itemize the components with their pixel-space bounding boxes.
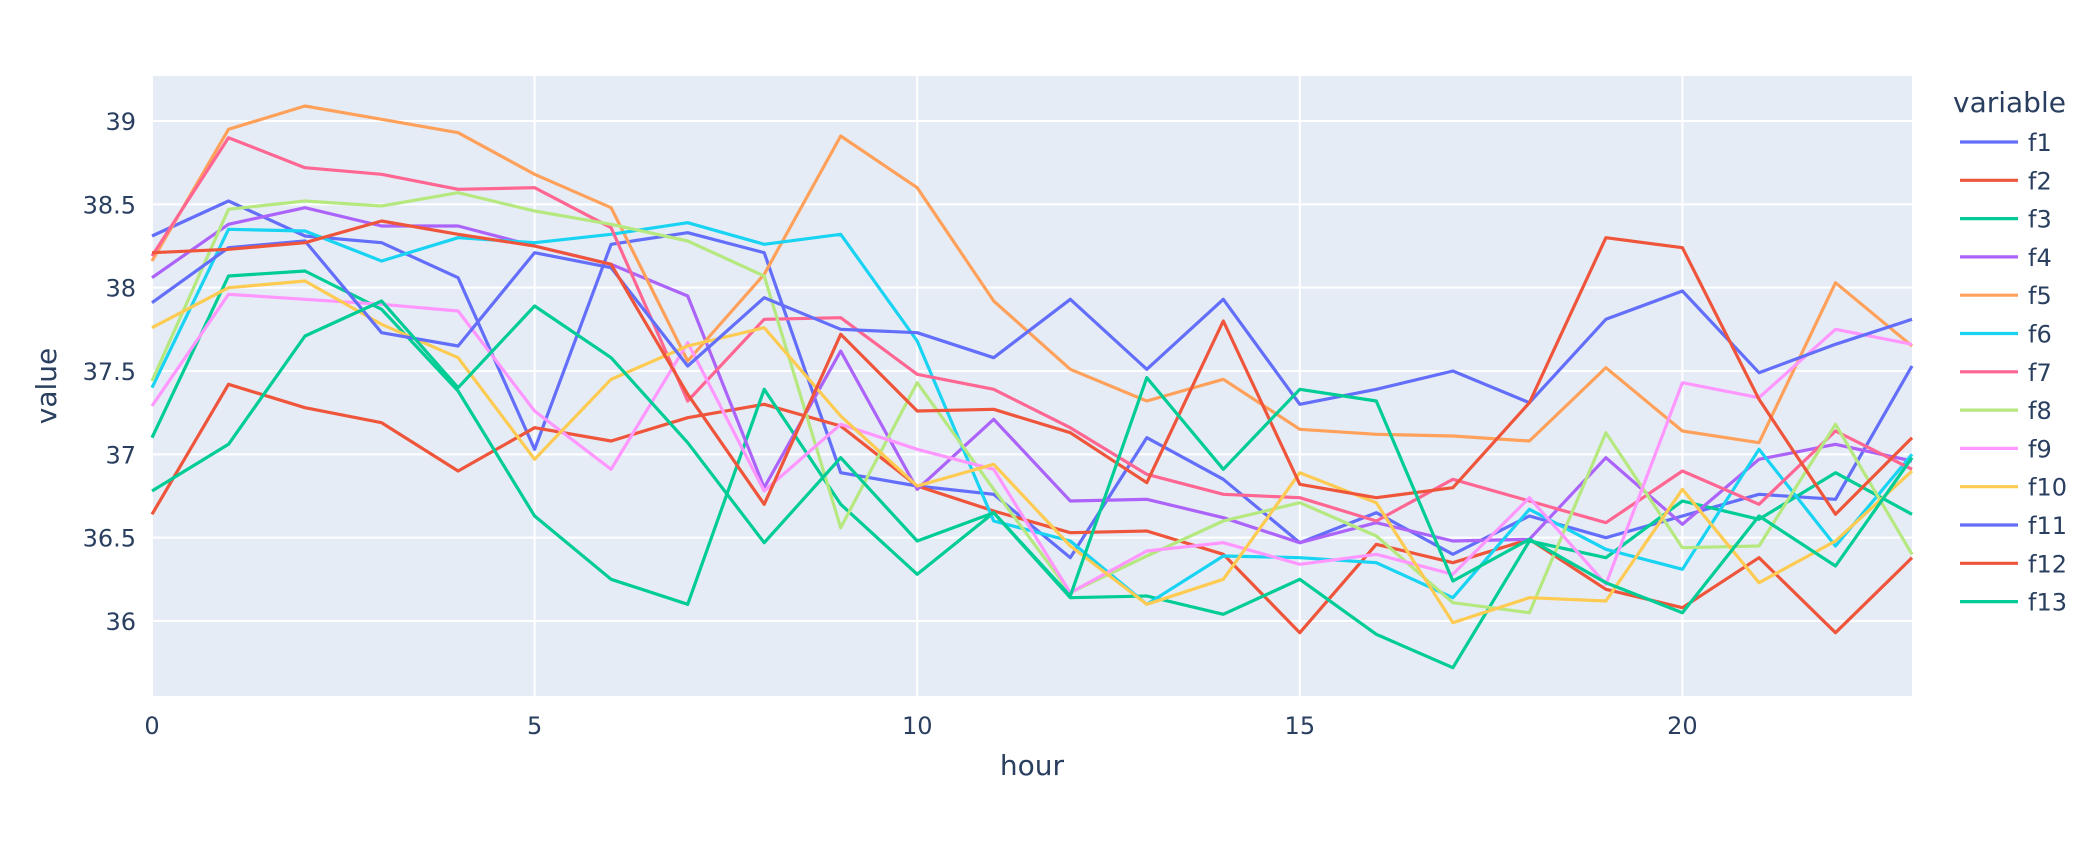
series-line-f8 [150, 191, 1914, 615]
x-tick-label: 10 [902, 712, 933, 740]
legend-title: variable [1953, 86, 2066, 119]
series-lines [150, 104, 1914, 670]
x-tick-label: 15 [1285, 712, 1316, 740]
legend-label-f7: f7 [2028, 359, 2052, 387]
legend-label-f12: f12 [2028, 550, 2067, 578]
legend-label-f1: f1 [2028, 129, 2052, 157]
y-tick-label: 38 [105, 275, 136, 303]
plot-background [152, 76, 1912, 696]
series-line-f13 [151, 299, 1914, 615]
legend-label-f6: f6 [2028, 321, 2052, 349]
legend-label-f3: f3 [2028, 206, 2052, 234]
legend: variable f1 f2 f3 f4 f5 f6 f7 f8 f9 f10 f11 f12 f13 [1953, 86, 2067, 617]
legend-label-f13: f13 [2028, 589, 2067, 617]
y-axis-title: value [30, 348, 63, 424]
series-line-f11 [151, 239, 1913, 406]
series-line-f10 [151, 279, 1914, 625]
x-tick-label: 0 [144, 712, 159, 740]
y-tick-label: 39 [105, 108, 136, 136]
series-line-f7 [150, 136, 1913, 525]
series-line-f5 [150, 104, 1914, 445]
series-line-f1 [151, 199, 1914, 560]
x-tick-label: 20 [1667, 712, 1698, 740]
x-axis-title: hour [1000, 749, 1065, 782]
legend-label-f4: f4 [2028, 244, 2052, 272]
y-tick-label: 37.5 [83, 358, 136, 386]
x-tick-label: 5 [527, 712, 542, 740]
x-axis-ticks: 0 5 10 15 20 [144, 712, 1697, 740]
y-tick-label: 37 [105, 441, 136, 469]
legend-label-f2: f2 [2028, 167, 2052, 195]
legend-label-f5: f5 [2028, 282, 2052, 310]
legend-label-f10: f10 [2028, 474, 2067, 502]
y-tick-label: 36 [105, 608, 136, 636]
legend-label-f8: f8 [2028, 397, 2052, 425]
y-tick-label: 38.5 [83, 191, 136, 219]
series-line-f2 [150, 382, 1914, 635]
series-line-f9 [150, 292, 1913, 595]
series-line-f4 [151, 206, 1913, 545]
legend-label-f11: f11 [2028, 512, 2067, 540]
y-tick-label: 36.5 [83, 525, 136, 553]
y-axis-ticks: 36 36.5 37 37.5 38 38.5 39 [83, 108, 136, 636]
legend-label-f9: f9 [2028, 435, 2052, 463]
series-line-f12 [151, 219, 1914, 516]
